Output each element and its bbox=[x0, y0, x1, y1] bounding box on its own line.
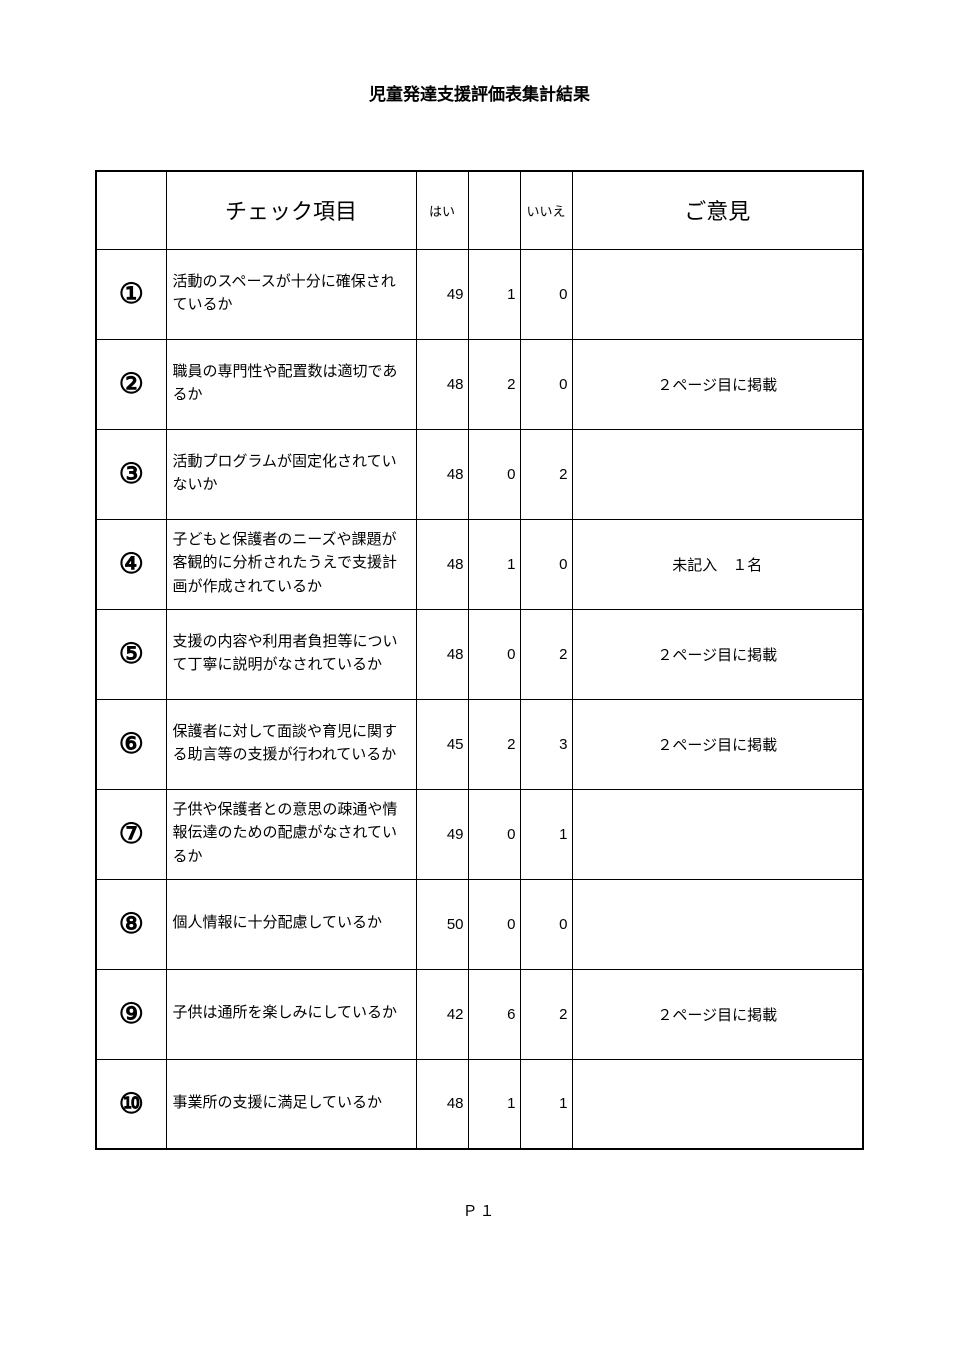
row-item: 事業所の支援に満足しているか bbox=[166, 1059, 416, 1149]
row-comment: ２ページ目に掲載 bbox=[572, 609, 863, 699]
row-number: ④ bbox=[96, 519, 166, 609]
row-no: 1 bbox=[520, 1059, 572, 1149]
row-item: 個人情報に十分配慮しているか bbox=[166, 879, 416, 969]
row-mid: 0 bbox=[468, 789, 520, 879]
row-no: 2 bbox=[520, 429, 572, 519]
table-row: ④子どもと保護者のニーズや課題が客観的に分析されたうえで支援計画が作成されている… bbox=[96, 519, 863, 609]
header-num bbox=[96, 171, 166, 249]
row-mid: 0 bbox=[468, 879, 520, 969]
row-comment bbox=[572, 429, 863, 519]
row-mid: 0 bbox=[468, 429, 520, 519]
row-mid: 1 bbox=[468, 519, 520, 609]
row-yes: 48 bbox=[416, 429, 468, 519]
row-item: 子供や保護者との意思の疎通や情報伝達のための配慮がなされているか bbox=[166, 789, 416, 879]
header-yes: はい bbox=[416, 171, 468, 249]
row-comment: 未記入 １名 bbox=[572, 519, 863, 609]
row-yes: 45 bbox=[416, 699, 468, 789]
row-comment: ２ページ目に掲載 bbox=[572, 339, 863, 429]
table-row: ⑩事業所の支援に満足しているか4811 bbox=[96, 1059, 863, 1149]
row-comment: ２ページ目に掲載 bbox=[572, 699, 863, 789]
row-comment bbox=[572, 249, 863, 339]
row-no: 2 bbox=[520, 609, 572, 699]
row-yes: 49 bbox=[416, 789, 468, 879]
row-no: 2 bbox=[520, 969, 572, 1059]
row-number: ⑩ bbox=[96, 1059, 166, 1149]
row-mid: 0 bbox=[468, 609, 520, 699]
row-number: ③ bbox=[96, 429, 166, 519]
row-mid: 1 bbox=[468, 1059, 520, 1149]
row-no: 0 bbox=[520, 519, 572, 609]
row-number: ⑧ bbox=[96, 879, 166, 969]
row-yes: 48 bbox=[416, 609, 468, 699]
row-item: 職員の専門性や配置数は適切であるか bbox=[166, 339, 416, 429]
row-item: 支援の内容や利用者負担等について丁寧に説明がなされているか bbox=[166, 609, 416, 699]
header-mid bbox=[468, 171, 520, 249]
row-item: 子どもと保護者のニーズや課題が客観的に分析されたうえで支援計画が作成されているか bbox=[166, 519, 416, 609]
row-number: ⑦ bbox=[96, 789, 166, 879]
row-item: 活動プログラムが固定化されていないか bbox=[166, 429, 416, 519]
row-mid: 1 bbox=[468, 249, 520, 339]
header-comment: ご意見 bbox=[572, 171, 863, 249]
table-body: ①活動のスペースが十分に確保されているか4910②職員の専門性や配置数は適切であ… bbox=[96, 249, 863, 1149]
page-footer: Ｐ１ bbox=[95, 1200, 864, 1221]
page-title: 児童発達支援評価表集計結果 bbox=[95, 80, 864, 105]
table-row: ⑤支援の内容や利用者負担等について丁寧に説明がなされているか4802２ページ目に… bbox=[96, 609, 863, 699]
table-row: ①活動のスペースが十分に確保されているか4910 bbox=[96, 249, 863, 339]
row-number: ⑤ bbox=[96, 609, 166, 699]
row-yes: 48 bbox=[416, 1059, 468, 1149]
row-item: 保護者に対して面談や育児に関する助言等の支援が行われているか bbox=[166, 699, 416, 789]
row-yes: 49 bbox=[416, 249, 468, 339]
row-comment bbox=[572, 879, 863, 969]
row-mid: 6 bbox=[468, 969, 520, 1059]
header-no: いいえ bbox=[520, 171, 572, 249]
table-row: ②職員の専門性や配置数は適切であるか4820２ページ目に掲載 bbox=[96, 339, 863, 429]
page: 児童発達支援評価表集計結果 チェック項目 はい いいえ ご意見 ①活動のスペース… bbox=[0, 0, 959, 1261]
row-number: ② bbox=[96, 339, 166, 429]
row-yes: 48 bbox=[416, 339, 468, 429]
row-item: 子供は通所を楽しみにしているか bbox=[166, 969, 416, 1059]
table-row: ⑧個人情報に十分配慮しているか5000 bbox=[96, 879, 863, 969]
row-no: 0 bbox=[520, 339, 572, 429]
row-number: ⑨ bbox=[96, 969, 166, 1059]
row-number: ⑥ bbox=[96, 699, 166, 789]
table-row: ③活動プログラムが固定化されていないか4802 bbox=[96, 429, 863, 519]
table-row: ⑦子供や保護者との意思の疎通や情報伝達のための配慮がなされているか4901 bbox=[96, 789, 863, 879]
evaluation-table: チェック項目 はい いいえ ご意見 ①活動のスペースが十分に確保されているか49… bbox=[95, 170, 864, 1150]
row-number: ① bbox=[96, 249, 166, 339]
table-row: ⑥保護者に対して面談や育児に関する助言等の支援が行われているか4523２ページ目… bbox=[96, 699, 863, 789]
row-mid: 2 bbox=[468, 339, 520, 429]
row-comment bbox=[572, 1059, 863, 1149]
row-no: 3 bbox=[520, 699, 572, 789]
header-item: チェック項目 bbox=[166, 171, 416, 249]
table-row: ⑨子供は通所を楽しみにしているか4262２ページ目に掲載 bbox=[96, 969, 863, 1059]
row-mid: 2 bbox=[468, 699, 520, 789]
row-item: 活動のスペースが十分に確保されているか bbox=[166, 249, 416, 339]
table-header-row: チェック項目 はい いいえ ご意見 bbox=[96, 171, 863, 249]
row-no: 0 bbox=[520, 879, 572, 969]
row-yes: 48 bbox=[416, 519, 468, 609]
row-yes: 50 bbox=[416, 879, 468, 969]
row-no: 1 bbox=[520, 789, 572, 879]
row-yes: 42 bbox=[416, 969, 468, 1059]
row-comment: ２ページ目に掲載 bbox=[572, 969, 863, 1059]
row-comment bbox=[572, 789, 863, 879]
row-no: 0 bbox=[520, 249, 572, 339]
